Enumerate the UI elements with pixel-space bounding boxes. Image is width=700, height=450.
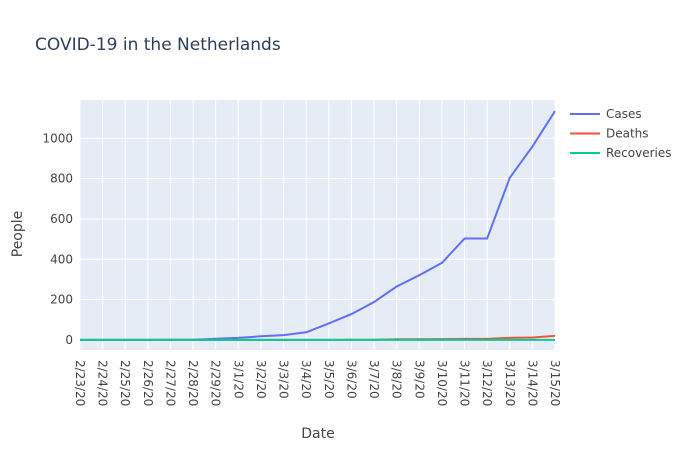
y-ticks: 0 200 400 600 800 1000 xyxy=(42,131,73,347)
x-tick-label: 3/13/20 xyxy=(503,360,517,406)
legend-label: Cases xyxy=(606,107,642,121)
x-ticks: 2/23/20 2/24/20 2/25/20 2/26/20 2/27/20 2/28/… xyxy=(73,360,562,406)
x-tick-label: 3/1/20 xyxy=(231,360,245,399)
y-tick-label: 1000 xyxy=(42,131,73,145)
series-layer xyxy=(80,110,556,341)
x-tick-label: 3/15/20 xyxy=(548,360,562,406)
x-tick-label: 3/2/20 xyxy=(254,360,268,399)
y-axis-title: People xyxy=(10,211,26,258)
legend-item-cases[interactable]: Cases xyxy=(570,107,642,121)
legend-label: Deaths xyxy=(606,127,649,141)
x-axis-title: Date xyxy=(301,426,334,442)
legend-label: Recoveries xyxy=(606,146,672,160)
x-tick-label: 3/10/20 xyxy=(435,360,449,406)
x-tick-label: 2/26/20 xyxy=(141,360,155,406)
x-tick-label: 3/14/20 xyxy=(525,360,539,406)
x-tick-label: 2/23/20 xyxy=(73,360,87,406)
x-tick-label: 3/4/20 xyxy=(299,360,313,399)
x-tick-label: 3/7/20 xyxy=(367,360,381,399)
x-tick-label: 2/29/20 xyxy=(209,360,223,406)
x-tick-label: 3/3/20 xyxy=(277,360,291,399)
x-tick-label: 3/11/20 xyxy=(458,360,472,406)
y-tick-label: 200 xyxy=(50,293,73,307)
x-tick-label: 3/8/20 xyxy=(390,360,404,399)
y-tick-label: 800 xyxy=(50,172,73,186)
x-tick-label: 2/27/20 xyxy=(163,360,177,406)
y-tick-label: 600 xyxy=(50,212,73,226)
plot-area xyxy=(80,100,555,350)
x-tick-label: 2/24/20 xyxy=(96,360,110,406)
legend-item-recoveries[interactable]: Recoveries xyxy=(570,146,672,160)
x-tick-label: 3/5/20 xyxy=(322,360,336,399)
grid xyxy=(79,100,556,350)
y-tick-label: 0 xyxy=(65,333,73,347)
x-tick-label: 3/9/20 xyxy=(412,360,426,399)
x-tick-label: 2/25/20 xyxy=(118,360,132,406)
legend[interactable]: Cases Deaths Recoveries xyxy=(570,107,672,160)
y-tick-label: 400 xyxy=(50,252,73,266)
chart-title: COVID-19 in the Netherlands xyxy=(35,35,281,55)
legend-item-deaths[interactable]: Deaths xyxy=(570,127,649,141)
x-tick-label: 2/28/20 xyxy=(186,360,200,406)
x-tick-label: 3/6/20 xyxy=(344,360,358,399)
x-tick-label: 3/12/20 xyxy=(480,360,494,406)
